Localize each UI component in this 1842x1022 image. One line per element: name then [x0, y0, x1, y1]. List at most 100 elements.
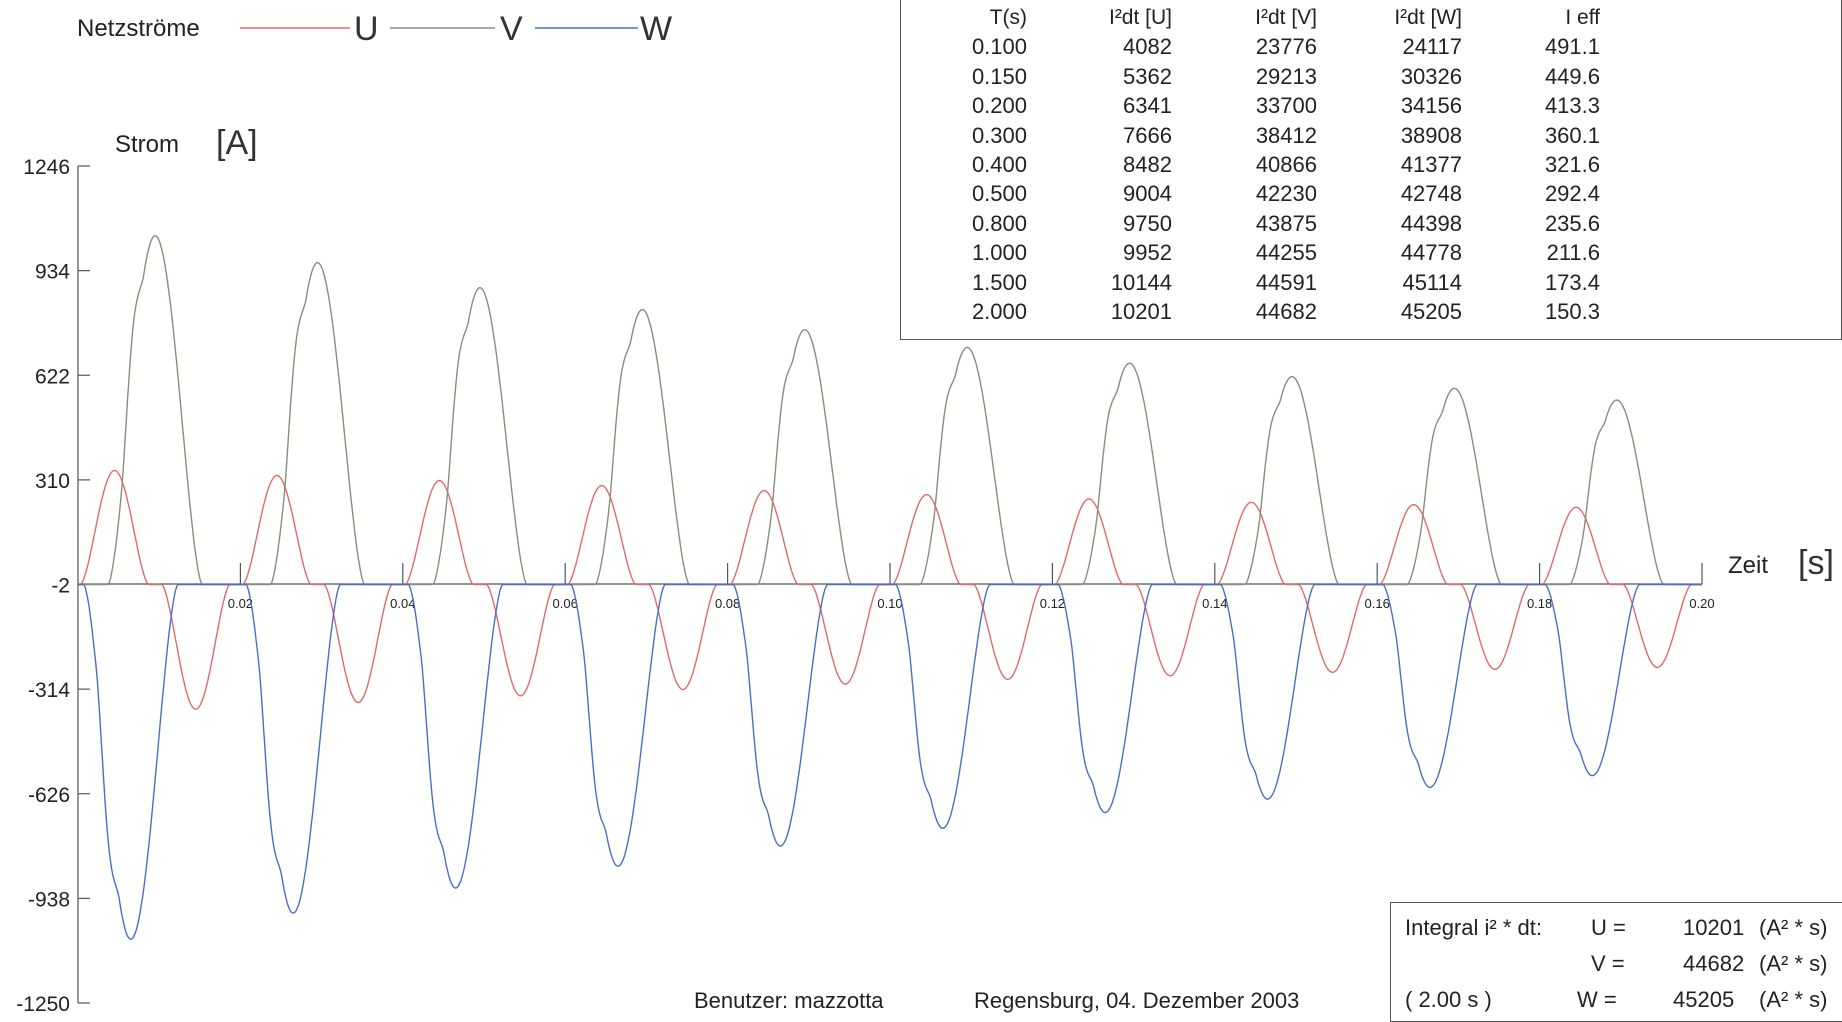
header-i2dt-w: I²dt [W] [1394, 6, 1462, 29]
table-cell: 10201 [1110, 299, 1172, 325]
table-cell: 29213 [1255, 63, 1317, 89]
y-tick-label: 622 [35, 365, 70, 388]
table-cell: 1.500 [971, 269, 1027, 295]
table-cell: 5362 [1123, 63, 1172, 89]
table-cell: 44255 [1255, 240, 1317, 266]
table-row: 0.300 7666 38412 38908 360.1 [941, 121, 1600, 150]
table-cell: 23776 [1255, 34, 1317, 60]
table-cell: 33700 [1255, 93, 1317, 119]
summary-w-value: 45205 [1673, 987, 1735, 1012]
table-cell: 40866 [1255, 152, 1317, 178]
summary-v-value: 44682 [1683, 951, 1745, 976]
table-cell: 9750 [1123, 210, 1172, 236]
legend-label-u: U [354, 10, 379, 48]
footer-place-date: Regensburg, 04. Dezember 2003 [974, 988, 1300, 1013]
y-tick-label: -2 [51, 575, 70, 598]
y-axis-unit: [A] [216, 124, 258, 162]
table-cell: 24117 [1402, 34, 1462, 60]
table-cell: 42230 [1255, 181, 1317, 207]
table-cell: 45205 [1400, 299, 1462, 325]
summary-label: Integral i² * dt: [1405, 915, 1542, 940]
y-tick-label: -314 [28, 679, 70, 702]
x-tick-label: 0.16 [1365, 596, 1390, 611]
table-cell: 360.1 [1544, 122, 1600, 148]
table-cell: 0.400 [971, 152, 1027, 178]
table-cell: 44398 [1400, 210, 1462, 236]
summary-v-unit: (A² * s) [1759, 951, 1828, 976]
x-axis-unit: [s] [1798, 544, 1834, 582]
table-cell: 9952 [1123, 240, 1172, 266]
table-cell: 0.200 [971, 93, 1027, 119]
table-cell: 41377 [1400, 152, 1462, 178]
y-ticks: 1246 934 622 310 -2 -314 -626 -938 -1250 [16, 156, 90, 1016]
table-cell: 413.3 [1544, 93, 1600, 119]
legend-label-w: W [640, 10, 672, 48]
header-i2dt-v: I²dt [V] [1255, 6, 1317, 29]
table-row: 1.500 10144 44591 45114 173.4 [941, 268, 1600, 297]
header-i-eff: I eff [1565, 6, 1600, 29]
series-layer [78, 235, 1702, 941]
series-line-w [78, 583, 1702, 941]
summary-u-value: 10201 [1683, 915, 1745, 940]
x-tick-label: 0.18 [1527, 596, 1552, 611]
x-tick-label: 0.10 [877, 596, 902, 611]
results-table: T(s) I²dt [U] I²dt [V] I²dt [W] I eff 0.… [941, 3, 1600, 326]
table-row: 0.400 8482 40866 41377 321.6 [941, 150, 1600, 179]
table-cell: 2.000 [971, 299, 1027, 325]
x-tick-label: 0.02 [228, 596, 253, 611]
table-cell: 150.3 [1544, 299, 1600, 325]
table-cell: 491.1 [1544, 34, 1600, 60]
x-ticks: 0.02 0.04 0.06 0.08 0.10 0.12 0.14 0.16 0.18 0.20 [228, 563, 1715, 611]
summary-u-name: U = [1591, 915, 1626, 940]
table-cell: 321.6 [1544, 152, 1600, 178]
table-row: 0.200 6341 33700 34156 413.3 [941, 91, 1600, 120]
table-cell: 0.800 [971, 210, 1027, 236]
table-cell: 38908 [1400, 122, 1462, 148]
legend-title: Netzströme [77, 15, 200, 42]
x-tick-label: 0.12 [1040, 596, 1065, 611]
table-cell: 10144 [1110, 269, 1172, 295]
table-row: 0.800 9750 43875 44398 235.6 [941, 209, 1600, 238]
table-row: 0.100 4082 23776 24117 491.1 [941, 32, 1600, 61]
table-cell: 235.6 [1544, 210, 1600, 236]
table-row: 1.000 9952 44255 44778 211.6 [941, 238, 1600, 267]
footer-user: Benutzer: mazzotta [694, 988, 884, 1013]
x-tick-label: 0.04 [390, 596, 415, 611]
table-cell: 9004 [1123, 181, 1172, 207]
y-tick-label: -626 [28, 784, 70, 807]
table-cell: 38412 [1255, 122, 1317, 148]
table-cell: 42748 [1400, 181, 1462, 207]
legend-label-v: V [500, 10, 523, 48]
y-tick-label: -938 [28, 888, 70, 911]
y-axis-label: Strom [115, 131, 179, 158]
table-cell: 0.300 [971, 122, 1027, 148]
table-body: 0.100 4082 23776 24117 491.1 0.150 5362 29213 30… [941, 32, 1600, 326]
summary-w-name: W = [1577, 987, 1617, 1012]
y-tick-label: 934 [35, 261, 70, 284]
table-cell: 0.500 [971, 181, 1027, 207]
table-cell: 8482 [1123, 152, 1172, 178]
table-cell: 211.6 [1546, 240, 1600, 266]
table-cell: 173.4 [1544, 269, 1600, 295]
table-cell: 0.150 [971, 63, 1027, 89]
x-axis-label: Zeit [1728, 552, 1768, 579]
table-cell: 0.100 [971, 34, 1027, 60]
integral-summary-panel: Integral i² * dt: U = 10201 (A² * s) V =… [1390, 902, 1842, 1022]
table-cell: 45114 [1402, 269, 1462, 295]
header-i2dt-u: I²dt [U] [1108, 6, 1172, 29]
summary-w-unit: (A² * s) [1759, 987, 1828, 1012]
y-tick-label: 1246 [23, 156, 70, 179]
table-cell: 7666 [1123, 122, 1172, 148]
table-row: 2.000 10201 44682 45205 150.3 [941, 297, 1600, 326]
x-tick-label: 0.08 [715, 596, 740, 611]
table-cell: 4082 [1123, 34, 1172, 60]
table-cell: 449.6 [1544, 63, 1600, 89]
y-tick-label: -1250 [16, 993, 70, 1016]
y-tick-label: 310 [35, 470, 70, 493]
summary-v-name: V = [1591, 951, 1625, 976]
results-table-panel: T(s) I²dt [U] I²dt [V] I²dt [W] I eff 0.… [900, 0, 1842, 340]
table-cell: 44591 [1255, 269, 1317, 295]
table-cell: 44682 [1255, 299, 1317, 325]
table-cell: 43875 [1255, 210, 1317, 236]
